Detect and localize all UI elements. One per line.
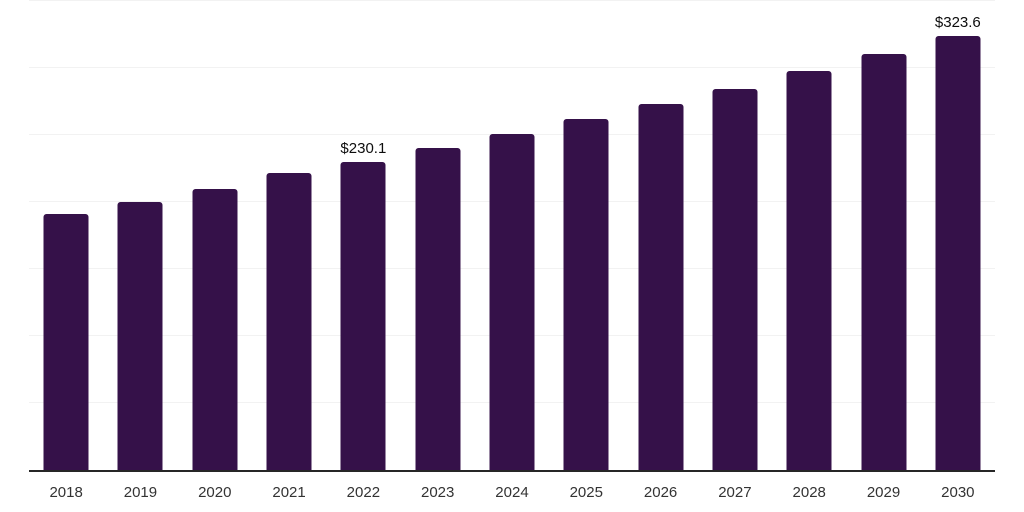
bar-2024 <box>489 134 535 470</box>
x-tick-2029: 2029 <box>866 484 901 501</box>
x-axis-tick-labels: 2018 2019 2020 2021 2022 2023 2024 2025 2026 2027… <box>29 484 995 504</box>
bar-slot-2022: $230.1 <box>326 1 400 470</box>
x-tick-2025: 2025 <box>569 484 603 501</box>
bar-2018 <box>43 214 89 470</box>
x-tick-2021: 2021 <box>272 484 306 501</box>
bar-slot-2023 <box>401 1 475 470</box>
bar-2019 <box>117 201 163 470</box>
bar-slot-2026 <box>623 1 697 470</box>
bar-slot-2018 <box>29 1 103 470</box>
bar-slot-2019 <box>103 1 177 470</box>
plot-area: $230.1 $323.6 <box>29 0 995 470</box>
gridline-300 <box>29 67 995 68</box>
bar-2026 <box>638 104 684 470</box>
bar-2020 <box>192 188 238 470</box>
x-tick-2024: 2024 <box>495 484 529 501</box>
x-tick-2027: 2027 <box>718 484 752 501</box>
bar-slot-2030: $323.6 <box>921 1 995 470</box>
x-axis-line <box>29 470 995 472</box>
x-tick-2020: 2020 <box>198 484 232 501</box>
bar-2027 <box>712 88 758 470</box>
x-tick-2018: 2018 <box>49 484 83 501</box>
bar-2030 <box>935 36 981 470</box>
x-tick-2028: 2028 <box>792 484 826 501</box>
bar-2021 <box>266 173 312 470</box>
x-tick-2030: 2030 <box>941 484 975 501</box>
bar-slot-2028 <box>772 1 846 470</box>
bar-slot-2025 <box>549 1 623 470</box>
data-label-2030: $323.6 <box>934 14 981 32</box>
bar-slot-2027 <box>698 1 772 470</box>
bar-slot-2024 <box>475 1 549 470</box>
bar-2029 <box>861 54 907 470</box>
bar-2025 <box>563 119 609 470</box>
bar-2028 <box>786 71 832 470</box>
bar-slot-2020 <box>178 1 252 470</box>
x-tick-2022: 2022 <box>346 484 381 501</box>
bar-2022 <box>340 161 386 470</box>
bar-slot-2029 <box>846 1 920 470</box>
bar-2023 <box>415 147 461 470</box>
x-tick-2019: 2019 <box>123 484 158 501</box>
data-label-2022: $230.1 <box>340 139 387 157</box>
gridline-350 <box>29 0 995 1</box>
x-tick-2026: 2026 <box>643 484 678 501</box>
x-tick-2023: 2023 <box>420 484 455 501</box>
bar-chart-figure: $230.1 $323.6 2018 2019 2020 2021 2022 2023 202… <box>29 0 995 512</box>
bar-slot-2021 <box>252 1 326 470</box>
